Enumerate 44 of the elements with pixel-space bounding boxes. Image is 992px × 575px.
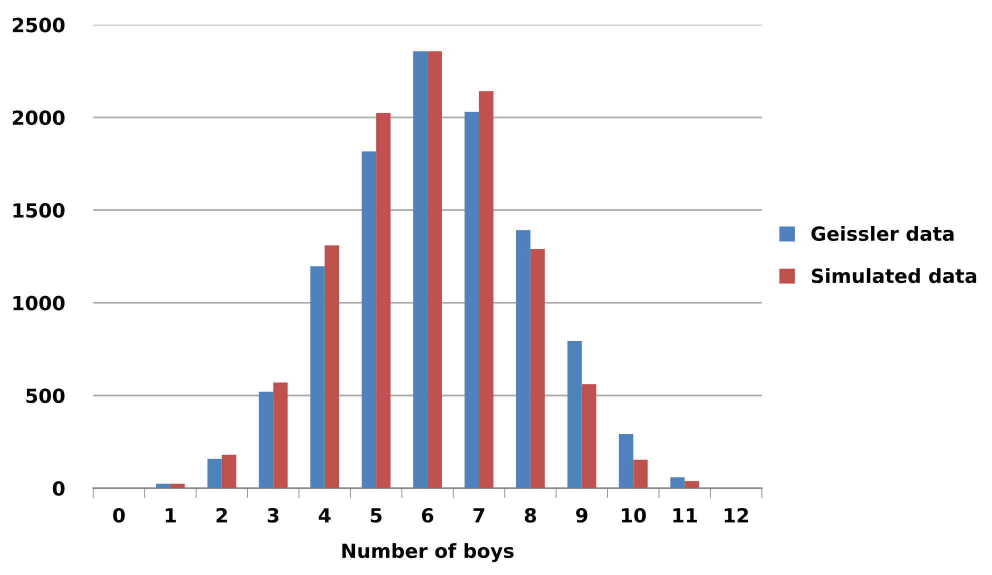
- legend-label: Simulated data: [812, 268, 976, 284]
- y-tick-label: 2500: [12, 18, 65, 32]
- x-tick-label: 3: [268, 508, 278, 523]
- bar: [428, 51, 442, 488]
- y-tick-label: 500: [26, 388, 65, 404]
- bar: [222, 454, 236, 488]
- bar: [530, 249, 545, 488]
- bar: [413, 51, 428, 488]
- bar: [156, 484, 170, 488]
- bar: [376, 112, 391, 488]
- x-tick-label: 10: [622, 508, 646, 523]
- bar: [464, 112, 479, 488]
- bar: [670, 477, 685, 488]
- bar: [258, 392, 274, 488]
- x-tick-label: 6: [422, 508, 434, 523]
- bar: [207, 458, 222, 488]
- x-tick-label: 0: [113, 508, 125, 523]
- bar: [310, 266, 325, 488]
- bar: [273, 382, 288, 488]
- bar: [170, 484, 185, 488]
- x-tick-label: 12: [724, 508, 748, 522]
- x-tick-label: 11: [673, 508, 697, 522]
- x-tick-label: 8: [524, 508, 536, 523]
- bar: [567, 340, 582, 488]
- bar: [324, 245, 340, 488]
- legend-label: Geissler data: [811, 226, 954, 242]
- x-axis-title: Number of boys: [342, 543, 514, 562]
- y-tick-label: 1000: [14, 296, 65, 310]
- x-tick-label: 1: [166, 508, 176, 522]
- x-tick-label: 9: [576, 508, 588, 523]
- y-tick-label: 2000: [12, 110, 65, 126]
- bar: [633, 460, 648, 488]
- y-tick-label: 1500: [14, 203, 65, 218]
- bar: [582, 384, 596, 488]
- x-tick-label: 5: [370, 508, 382, 523]
- bar: [362, 151, 376, 488]
- bar: [684, 481, 700, 488]
- x-tick-label: 4: [318, 508, 331, 522]
- bar: [516, 230, 530, 488]
- bar: [618, 434, 634, 488]
- bar: [478, 91, 494, 488]
- x-tick-label: 2: [216, 508, 227, 522]
- x-tick-label: 7: [474, 508, 484, 522]
- y-tick-label: 0: [52, 481, 65, 496]
